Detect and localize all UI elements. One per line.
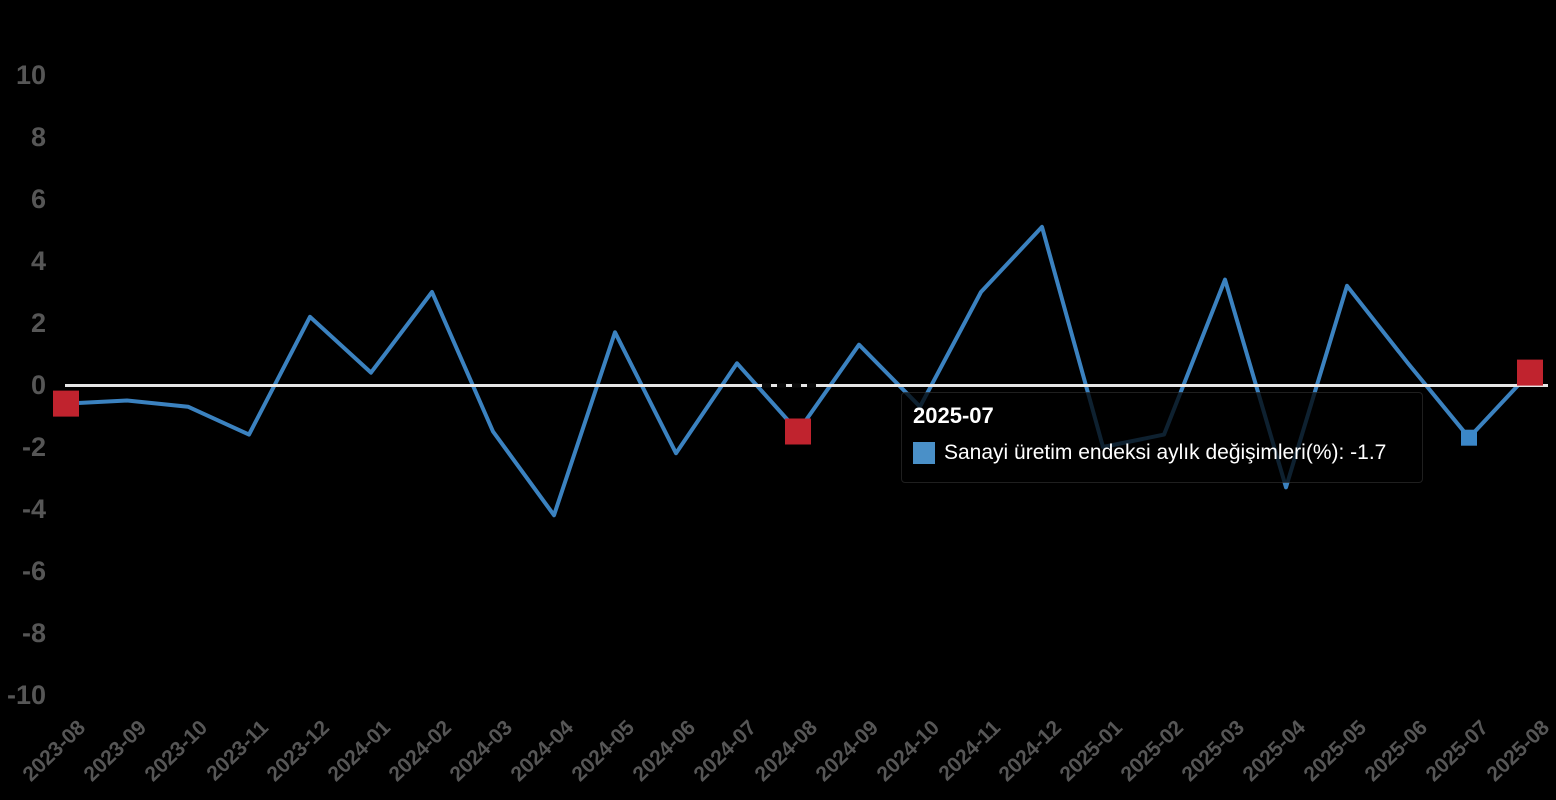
y-tick-label: -10: [6, 680, 46, 710]
hover-marker-2025-07[interactable]: [1461, 429, 1477, 446]
series-swatch-icon: [913, 442, 935, 464]
august-marker-2024-08[interactable]: [785, 418, 811, 445]
august-marker-2025-08[interactable]: [1517, 359, 1543, 386]
y-tick-label: 6: [30, 184, 46, 214]
tooltip-series-text: Sanayi üretim endeksi aylık değişimleri(…: [944, 441, 1387, 464]
y-tick-label: 8: [30, 122, 46, 152]
y-tick-label: -8: [21, 618, 46, 648]
y-tick-label: 0: [30, 370, 46, 400]
august-marker-2023-08[interactable]: [53, 390, 79, 417]
y-tick-label: -4: [21, 494, 46, 524]
tooltip: 2025-07 Sanayi üretim endeksi aylık deği…: [901, 392, 1423, 483]
tooltip-title: 2025-07: [913, 403, 994, 428]
tooltip-series-row: Sanayi üretim endeksi aylık değişimleri(…: [913, 441, 1408, 465]
y-tick-label: 10: [15, 60, 46, 90]
y-tick-label: -6: [21, 556, 46, 586]
y-tick-label: 2: [30, 308, 46, 338]
y-tick-label: 4: [30, 246, 46, 276]
y-tick-label: -2: [21, 432, 46, 462]
